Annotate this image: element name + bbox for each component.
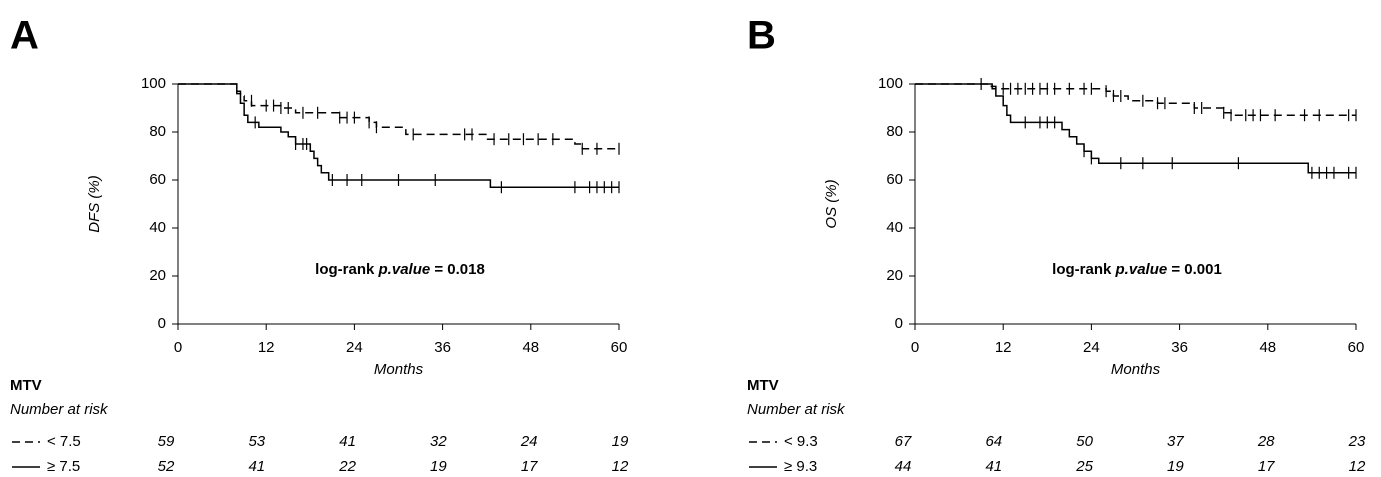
risk-table-subtitle: Number at risk	[747, 401, 846, 418]
risk-count: 24	[520, 433, 538, 450]
y-axis-label: OS (%)	[823, 179, 840, 228]
y-tick-label: 60	[149, 171, 166, 188]
x-tick-label: 12	[995, 339, 1012, 356]
risk-count: 23	[1348, 433, 1366, 450]
risk-table-subtitle: Number at risk	[10, 401, 109, 418]
risk-count: 41	[339, 433, 356, 450]
legend-label: ≥ 7.5	[47, 458, 80, 475]
legend-label: ≥ 9.3	[784, 458, 817, 475]
x-tick-label: 48	[522, 339, 539, 356]
risk-count: 41	[248, 458, 265, 475]
risk-count: 17	[521, 458, 538, 475]
risk-count: 19	[430, 458, 447, 475]
panel-label: A	[10, 14, 39, 58]
y-tick-label: 80	[149, 123, 166, 140]
risk-count: 53	[248, 433, 265, 450]
risk-table-title: MTV	[10, 377, 42, 394]
y-tick-label: 40	[149, 219, 166, 236]
x-tick-label: 60	[1348, 339, 1365, 356]
risk-count: 17	[1258, 458, 1275, 475]
risk-count: 22	[338, 458, 356, 475]
risk-count: 59	[158, 433, 175, 450]
y-tick-label: 40	[886, 219, 903, 236]
survival-curve	[178, 83, 619, 150]
risk-count: 67	[895, 433, 912, 450]
risk-count: 41	[985, 458, 1002, 475]
y-tick-label: 0	[895, 315, 903, 332]
x-tick-label: 0	[174, 339, 182, 356]
legend-label: < 7.5	[47, 433, 81, 450]
risk-count: 12	[612, 458, 629, 475]
panel-label: B	[747, 14, 776, 58]
y-tick-label: 20	[886, 267, 903, 284]
y-tick-label: 20	[149, 267, 166, 284]
legend-label: < 9.3	[784, 433, 818, 450]
x-tick-label: 12	[258, 339, 275, 356]
x-axis-label: Months	[1111, 361, 1161, 378]
x-tick-label: 36	[1171, 339, 1188, 356]
y-tick-label: 100	[141, 75, 166, 92]
risk-count: 19	[1167, 458, 1184, 475]
risk-count: 12	[1349, 458, 1366, 475]
annotation: log-rank p.value = 0.018	[315, 261, 485, 278]
y-tick-label: 80	[886, 123, 903, 140]
risk-count: 44	[895, 458, 912, 475]
x-tick-label: 24	[346, 339, 363, 356]
y-tick-label: 0	[158, 315, 166, 332]
annotation-part: = 0.018	[434, 261, 484, 278]
y-tick-label: 100	[878, 75, 903, 92]
x-tick-label: 60	[611, 339, 628, 356]
risk-count: 52	[158, 458, 175, 475]
survival-curve	[178, 83, 619, 188]
risk-count: 28	[1257, 433, 1275, 450]
annotation: log-rank p.value = 0.001	[1052, 261, 1222, 278]
x-tick-label: 24	[1083, 339, 1100, 356]
annotation-part: log-rank	[315, 261, 375, 278]
annotation-part: p.value	[1115, 261, 1168, 278]
annotation-part: = 0.001	[1171, 261, 1221, 278]
risk-table-title: MTV	[747, 377, 779, 394]
y-axis-label: DFS (%)	[86, 175, 103, 233]
x-tick-label: 48	[1259, 339, 1276, 356]
y-tick-label: 60	[886, 171, 903, 188]
survival-curve	[915, 83, 1356, 174]
x-tick-label: 36	[434, 339, 451, 356]
risk-count: 64	[985, 433, 1002, 450]
survival-curve	[915, 83, 1356, 116]
risk-count: 37	[1167, 433, 1184, 450]
x-tick-label: 0	[911, 339, 919, 356]
risk-count: 32	[430, 433, 447, 450]
x-axis-label: Months	[374, 361, 424, 378]
annotation-part: p.value	[378, 261, 431, 278]
risk-count: 50	[1076, 433, 1093, 450]
risk-count: 25	[1075, 458, 1093, 475]
risk-count: 19	[612, 433, 629, 450]
annotation-part: log-rank	[1052, 261, 1112, 278]
